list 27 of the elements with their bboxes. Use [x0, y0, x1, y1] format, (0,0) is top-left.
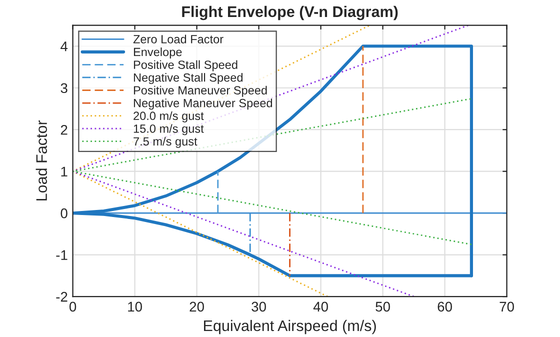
chart-title: Flight Envelope (V-n Diagram): [182, 6, 398, 20]
legend-label: Zero Load Factor: [133, 34, 224, 44]
legend-label: 15.0 m/s gust: [134, 124, 204, 136]
y-tick-label: 3: [60, 83, 68, 94]
y-tick-label: 1: [61, 166, 68, 176]
x-axis-title: Equivalent Airspeed (m/s): [204, 320, 376, 334]
legend-label: Negative Stall Speed: [134, 73, 243, 84]
legend-label: Negative Maneuver Speed: [134, 98, 272, 110]
y-tick-label: -2: [56, 292, 68, 302]
legend-label: Positive Stall Speed: [134, 60, 238, 72]
legend-label: Positive Maneuver Speed: [134, 86, 267, 97]
x-tick-label: 40: [313, 302, 328, 312]
x-tick-label: 30: [252, 302, 266, 312]
y-tick-label: 0: [60, 208, 68, 218]
x-tick-label: 0: [69, 302, 76, 312]
x-tick-label: 20: [190, 302, 204, 312]
x-tick-label: 50: [376, 302, 390, 312]
x-tick-label: 10: [128, 302, 142, 312]
y-tick-label: 2: [60, 124, 68, 135]
y-tick-label: -1: [56, 250, 68, 260]
x-tick-label: 70: [500, 302, 514, 312]
y-axis-title: Load Factor: [36, 120, 48, 200]
x-tick-label: 60: [438, 302, 452, 312]
legend-label: Envelope: [134, 47, 182, 58]
legend-label: 7.5 m/s gust: [134, 136, 198, 148]
y-tick-label: 4: [60, 42, 68, 52]
legend-label: 20.0 m/s gust: [134, 111, 204, 122]
